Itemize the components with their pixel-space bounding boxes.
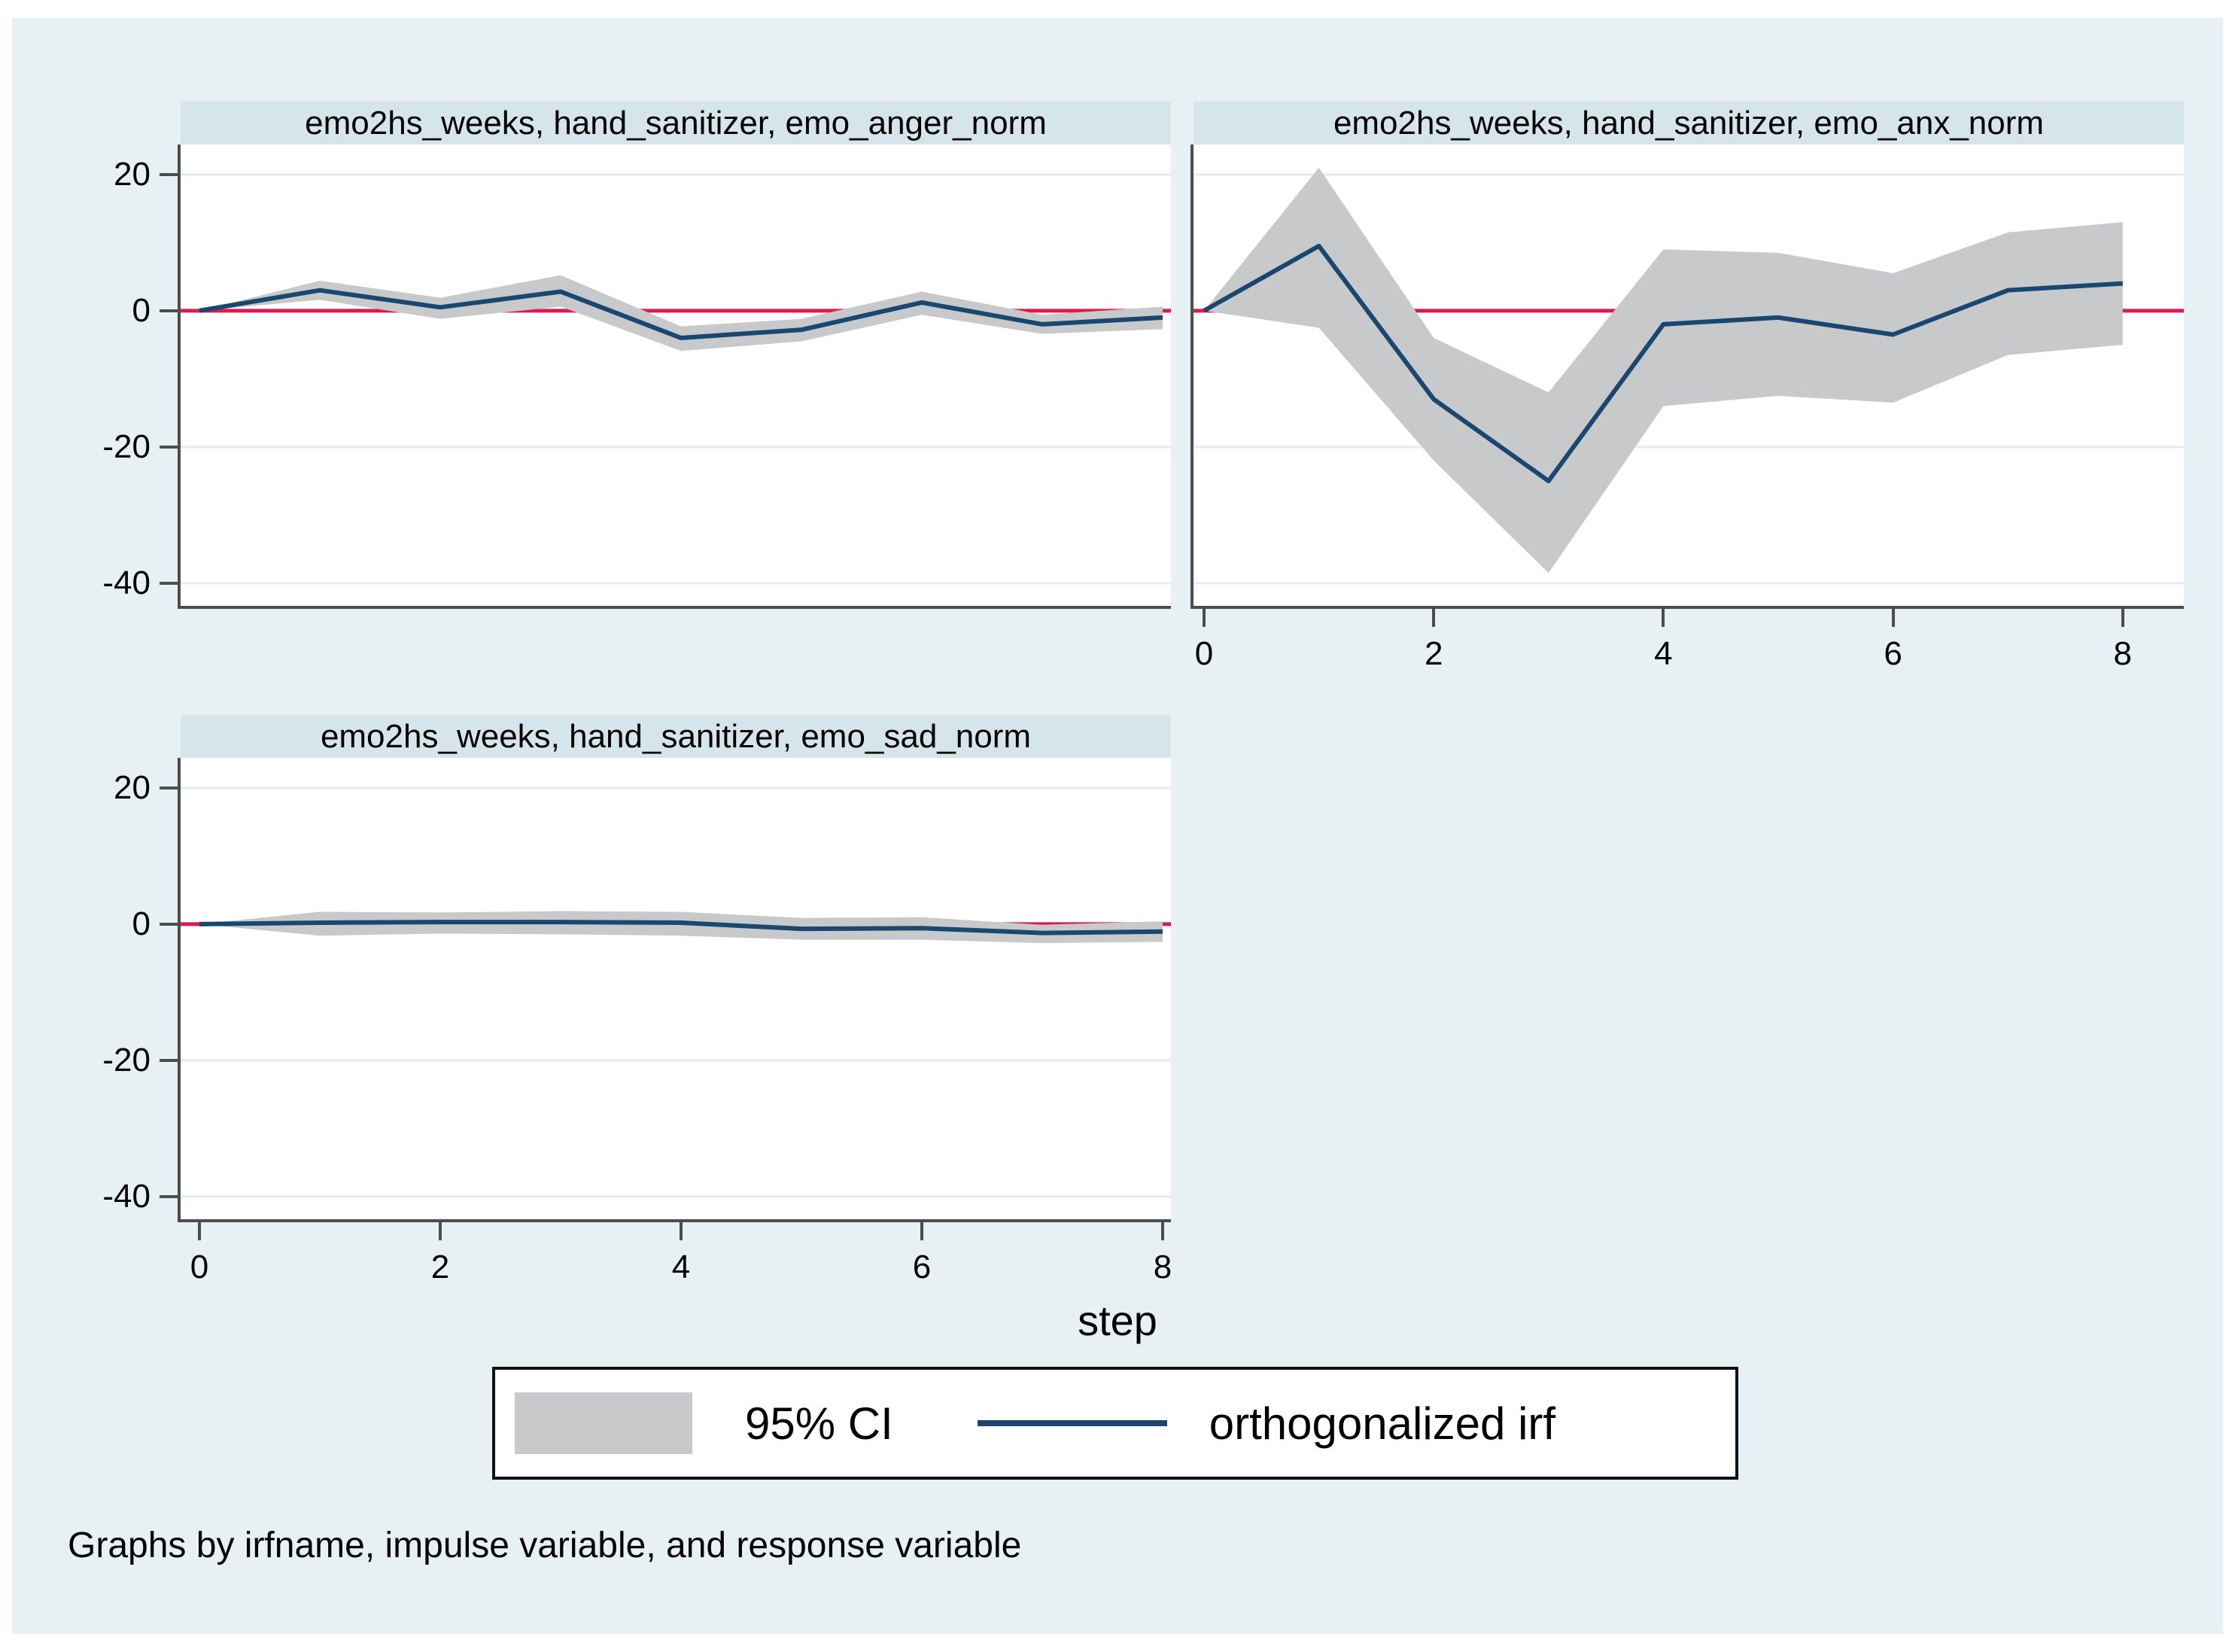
x-tick-label: 6 [1884,635,1902,672]
panel-title-anx: emo2hs_weeks, hand_sanitizer, emo_anx_no… [1194,102,2184,145]
y-tick-mark [160,922,178,926]
x-tick-mark [1161,1222,1164,1240]
y-tick-mark [160,309,178,312]
by-graph-caption: Graphs by irfname, impulse variable, and… [68,1526,1022,1565]
y-tick-label: 20 [114,768,151,806]
ci-band [1204,167,2123,573]
x-axis-title: step [1078,1297,1157,1344]
x-tick-label: 4 [671,1249,691,1285]
irf-line-label: orthogonalized irf [1209,1398,1556,1449]
y-tick-mark [160,172,178,176]
x-tick-label: 0 [190,1249,209,1285]
irf-line-swatch [977,1420,1167,1426]
x-tick-mark [1432,609,1436,627]
panel-title-sad: emo2hs_weeks, hand_sanitizer, emo_sad_no… [181,715,1171,758]
y-tick-label: 0 [132,905,151,942]
irf-line [199,288,1163,341]
ci-band-label: 95% CI [745,1398,893,1449]
y-tick-label: -40 [102,564,151,601]
ci-band [199,911,1163,944]
y-tick-label: 0 [132,291,151,329]
y-tick-label: 20 [114,155,151,193]
x-tick-mark [1203,609,1206,627]
legend: 95% CI orthogonalized irf [492,1367,1738,1480]
ci-band [199,275,1163,351]
x-tick-mark [1891,609,1895,627]
x-tick-label: 4 [1654,635,1673,672]
y-tick-mark [160,786,178,789]
irf-line [199,920,1163,936]
x-tick-label: 8 [2113,635,2133,672]
y-tick-mark [160,445,178,449]
x-tick-label: 2 [1424,635,1443,672]
x-tick-label: 2 [430,1249,450,1285]
x-tick-mark [2121,609,2124,627]
plot-anger [178,145,1171,609]
y-tick-mark [160,1058,178,1062]
panel-title-anger: emo2hs_weeks, hand_sanitizer, emo_anger_… [181,102,1171,145]
x-tick-mark [680,1222,683,1240]
plot-sad [178,758,1171,1222]
ci-band-swatch [515,1392,692,1454]
x-tick-mark [920,1222,923,1240]
x-tick-label: 6 [912,1249,932,1285]
x-tick-label: 0 [1194,635,1214,672]
x-tick-label: 8 [1153,1249,1172,1285]
y-tick-mark [160,581,178,585]
x-tick-mark [1662,609,1665,627]
y-tick-label: -20 [102,1041,151,1079]
x-tick-mark [439,1222,442,1240]
plot-anx [1190,145,2184,609]
y-tick-label: -40 [102,1177,151,1215]
y-tick-mark [160,1194,178,1198]
y-tick-label: -20 [102,427,151,465]
graph-region: emo2hs_weeks, hand_sanitizer, emo_anger_… [12,18,2223,1634]
panel-canvas [181,786,1171,1198]
panel-canvas [1194,167,2184,585]
x-tick-mark [198,1222,201,1240]
panel-canvas [181,173,1171,585]
irf-line [1203,243,2123,484]
